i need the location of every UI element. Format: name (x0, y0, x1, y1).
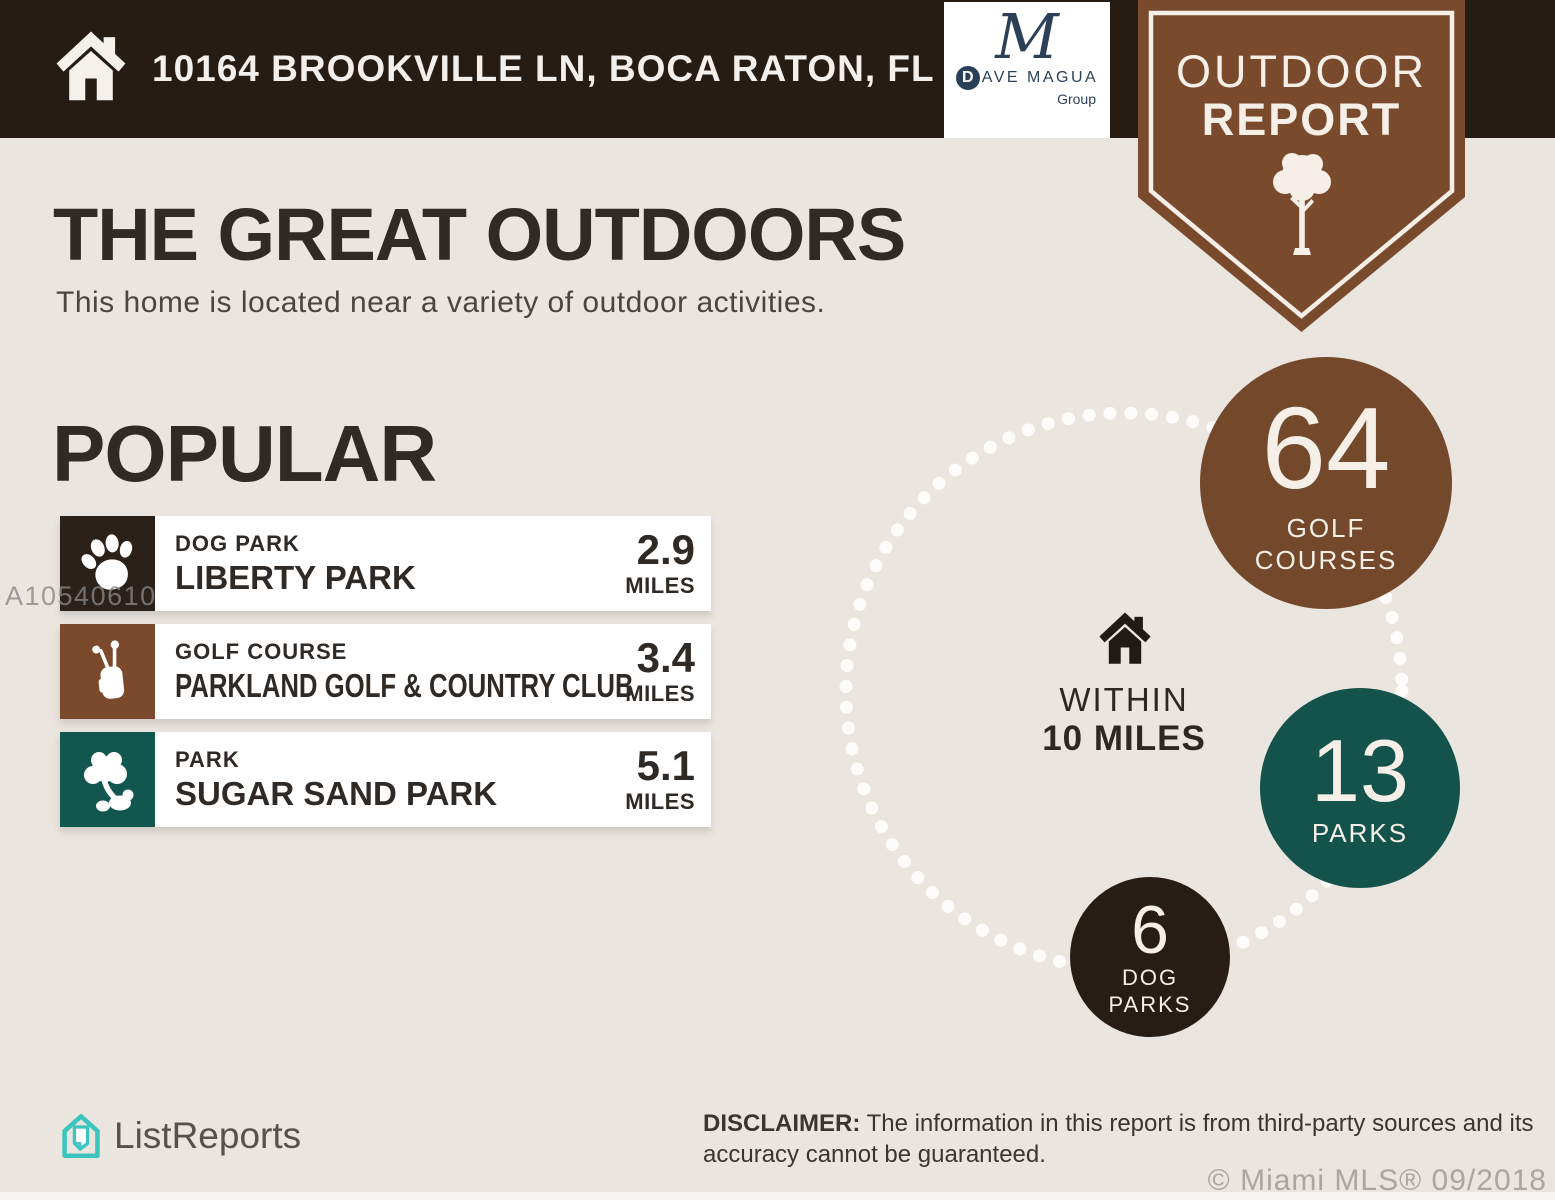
disclaimer-text: The information in this report is from t… (703, 1110, 1534, 1169)
distance-unit: MILES (625, 680, 695, 706)
agent-initial: D (955, 66, 980, 90)
agent-group-label: Group (1057, 91, 1096, 107)
within-distance-label: 10 MILES (1042, 719, 1206, 758)
listreports-wordmark: ListReports (114, 1115, 302, 1156)
mls-watermark: A10540610 (5, 581, 157, 611)
distance-unit: MILES (625, 572, 695, 598)
distance-unit: MILES (625, 788, 695, 814)
listreports-house-icon (62, 1114, 100, 1158)
dog-park-distance: 2.9 MILES (625, 525, 711, 599)
agent-monogram: M (995, 0, 1059, 73)
dog-parks-label: DOG (1121, 964, 1179, 990)
item-category: DOG PARK (175, 530, 300, 556)
park-tile (60, 732, 155, 827)
distance-value: 3.4 (636, 633, 695, 681)
parks-label: PARKS (1311, 817, 1409, 848)
golf-courses-count: 64 (1261, 382, 1391, 513)
item-category: PARK (175, 746, 240, 772)
park-tree-icon (83, 751, 133, 811)
paw-icon (81, 533, 132, 590)
dog-parks-label2: PARKS (1108, 992, 1192, 1017)
item-name: PARKLAND GOLF & COUNTRY CLUB (175, 666, 634, 704)
within-house-icon (1099, 612, 1151, 664)
page-title: THE GREAT OUTDOORS (53, 193, 906, 276)
golf-bag-icon (91, 639, 124, 699)
dog-park-tile (60, 516, 155, 611)
bottom-strip (0, 1192, 1555, 1200)
badge-title-line2: REPORT (1201, 94, 1402, 145)
golf-course-distance: 3.4 MILES (625, 633, 711, 707)
golf-courses-label: GOLF (1286, 512, 1366, 543)
park-distance: 5.1 MILES (625, 741, 711, 815)
within-label: WITHIN (1059, 681, 1189, 718)
home-icon (56, 31, 126, 101)
golf-course-tile (60, 624, 155, 719)
popular-list: DOG PARK LIBERTY PARK 2.9 MILES (60, 516, 711, 840)
golf-courses-bubble: 64 GOLF COURSES (1200, 357, 1452, 609)
dog-parks-bubble: 6 DOG PARKS (1070, 877, 1230, 1037)
disclaimer: DISCLAIMER: The information in this repo… (703, 1108, 1555, 1170)
popular-heading: POPULAR (52, 409, 437, 498)
list-item-park: PARK SUGAR SAND PARK 5.1 MILES (60, 732, 711, 827)
badge-title-line1: OUTDOOR (1176, 46, 1427, 97)
page-subtitle: This home is located near a variety of o… (56, 286, 826, 319)
parks-bubble: 13 PARKS (1260, 688, 1460, 888)
golf-course-text: GOLF COURSE PARKLAND GOLF & COUNTRY CLUB (155, 638, 634, 705)
listreports-logo: ListReports (58, 1110, 301, 1162)
list-item-dog-park: DOG PARK LIBERTY PARK 2.9 MILES (60, 516, 711, 611)
item-name: SUGAR SAND PARK (175, 774, 498, 812)
property-address: 10164 BROOKVILLE LN, BOCA RATON, FL 3342… (152, 48, 1054, 89)
item-category: GOLF COURSE (175, 638, 348, 664)
agent-logo: M D AVE MAGUA Group (944, 2, 1110, 138)
mls-credit: © Miami MLS® 09/2018 (1207, 1164, 1547, 1197)
disclaimer-label: DISCLAIMER: (703, 1110, 861, 1137)
golf-courses-label2: COURSES (1254, 545, 1398, 575)
distance-value: 2.9 (636, 525, 695, 573)
distance-value: 5.1 (636, 741, 695, 789)
dog-parks-count: 6 (1131, 891, 1169, 968)
tree-icon (1273, 153, 1331, 255)
park-text: PARK SUGAR SAND PARK (155, 747, 625, 813)
agent-name: D AVE MAGUA (955, 66, 1098, 90)
outdoor-report-badge: OUTDOOR REPORT (1138, 0, 1465, 334)
parks-count: 13 (1311, 720, 1409, 820)
dog-park-text: DOG PARK LIBERTY PARK (155, 531, 625, 597)
item-name: LIBERTY PARK (175, 558, 416, 596)
list-item-golf-course: GOLF COURSE PARKLAND GOLF & COUNTRY CLUB… (60, 624, 711, 719)
